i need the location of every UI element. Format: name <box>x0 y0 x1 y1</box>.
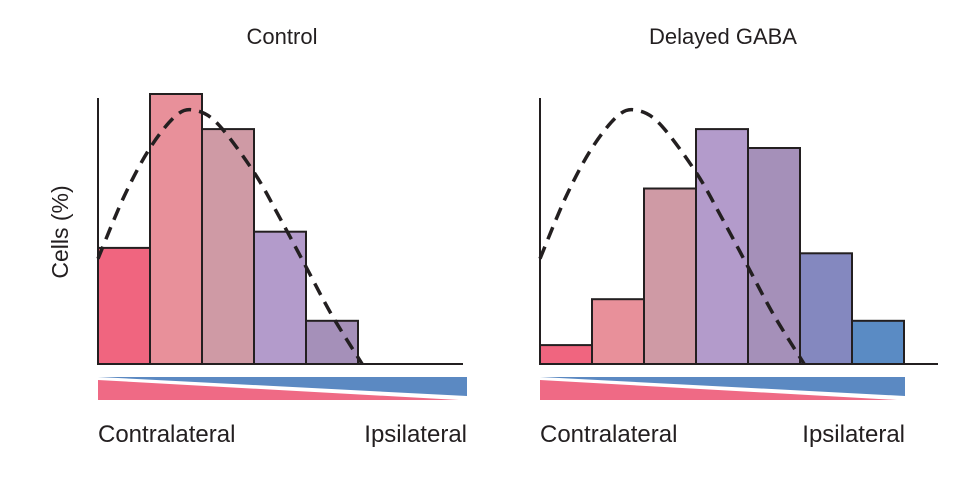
control-reference-curve <box>96 107 364 365</box>
gaba-bar-6 <box>799 252 853 365</box>
gaba-reference-curve <box>538 107 806 365</box>
gaba-ipsilateral-label: Ipsilateral <box>802 421 905 448</box>
control-title: Control <box>247 24 318 49</box>
control-bar-2 <box>149 93 203 365</box>
gaba-ipsilateral-wedge <box>540 377 905 396</box>
control-ipsilateral-wedge <box>98 377 467 396</box>
control-contralateral-label: Contralateral <box>98 421 235 448</box>
y-axis-label: Cells (%) <box>47 185 73 278</box>
control-contralateral-wedge <box>98 380 459 400</box>
gaba-bar-5 <box>747 147 801 365</box>
gaba-bar-4 <box>695 128 749 365</box>
gaba-bar-3 <box>643 187 697 365</box>
gaba-bar-7 <box>851 319 905 365</box>
gaba-bar-1 <box>539 344 593 366</box>
control-ipsilateral-label: Ipsilateral <box>364 421 467 448</box>
gaba-contralateral-wedge <box>540 380 897 400</box>
gaba-contralateral-label: Contralateral <box>540 421 677 448</box>
control-bar-1 <box>97 246 151 365</box>
delayed-gaba-title: Delayed GABA <box>649 24 797 49</box>
control-bar-3 <box>201 128 255 365</box>
gaba-bar-2 <box>591 298 645 366</box>
